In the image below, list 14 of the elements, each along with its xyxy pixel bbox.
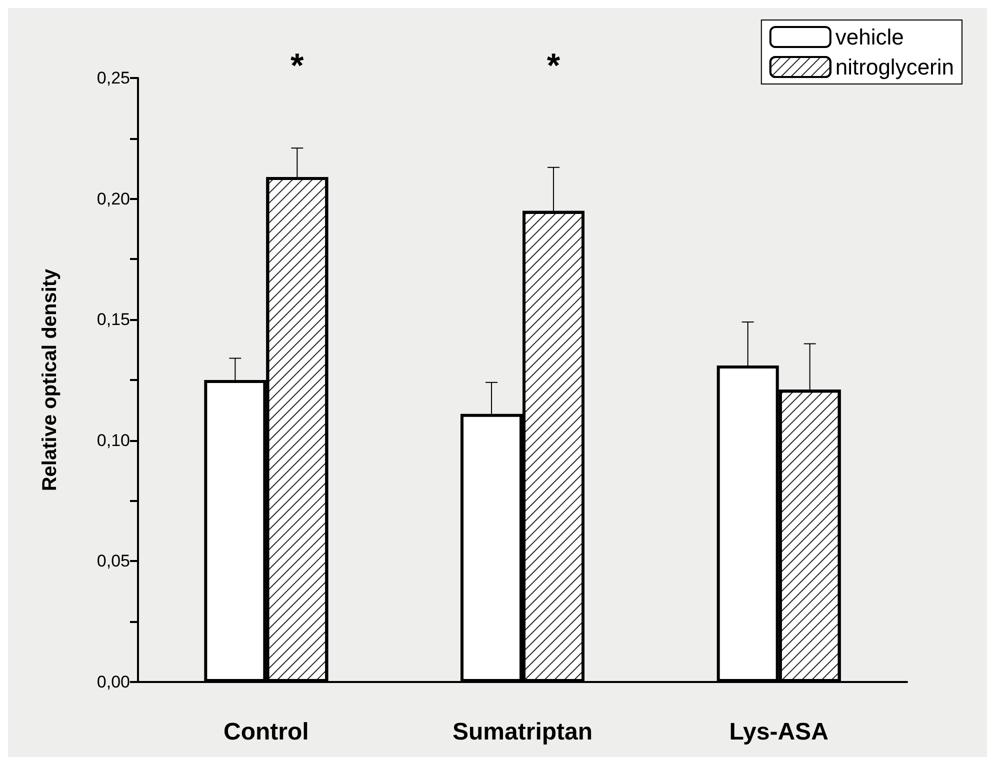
y-tick-label: 0,20 [96,189,130,208]
annotation: * [546,47,561,85]
y-tick-label: 0,05 [96,552,130,571]
y-tick-label: 0,00 [96,672,130,692]
x-tick-label: Lys-ASA [729,718,828,746]
annotation: * [290,47,305,85]
legend-label: vehicle [835,24,904,50]
y-tick-label: 0,15 [96,310,130,330]
x-tick-label: Sumatriptan [452,718,593,746]
legend-label: nitroglycerin [835,54,954,80]
y-tick-label: 0,10 [96,430,130,450]
y-axis-title: Relative optical density [39,268,61,492]
y-tick-label: 0,25 [96,68,130,88]
x-tick-label: Control [224,718,309,746]
